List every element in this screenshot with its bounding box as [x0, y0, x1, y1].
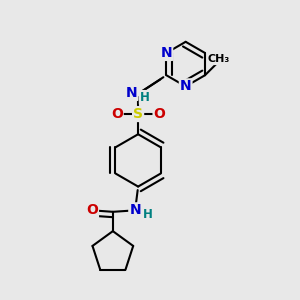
Text: H: H [140, 91, 150, 104]
Text: O: O [86, 203, 98, 217]
Text: O: O [154, 107, 165, 121]
Text: H: H [143, 208, 153, 221]
Text: S: S [133, 107, 143, 121]
Text: N: N [126, 86, 137, 100]
Text: O: O [111, 107, 123, 121]
Text: N: N [129, 203, 141, 217]
Text: N: N [160, 46, 172, 60]
Text: N: N [180, 80, 191, 93]
Text: CH₃: CH₃ [208, 54, 230, 64]
